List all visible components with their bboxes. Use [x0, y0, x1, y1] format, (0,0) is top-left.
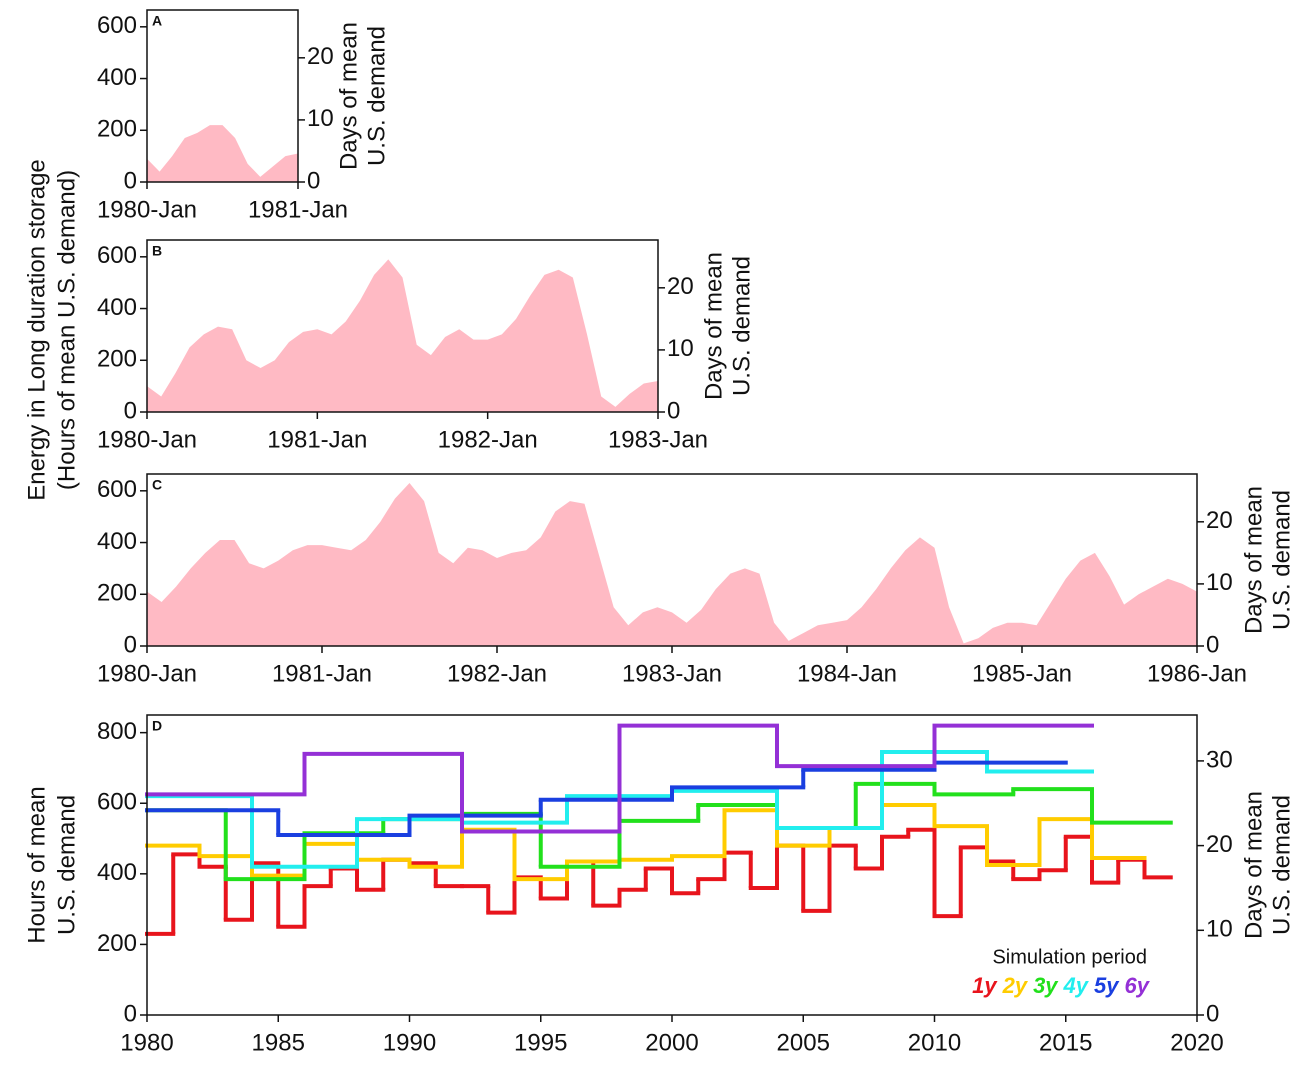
panel: Simulation period6y5y4y3y2y1yD0200400600…: [23, 714, 1295, 1056]
panel-label: B: [152, 243, 162, 259]
x-tick-label: 1986-Jan: [1147, 660, 1247, 687]
plot-frame: [146, 9, 299, 183]
x-tick-label: 1995: [514, 1029, 567, 1056]
y2-axis-label: U.S. demand: [1268, 490, 1295, 630]
x-tick-label: 1980-Jan: [97, 660, 197, 687]
y2-tick-label: 0: [667, 397, 680, 424]
y2-tick-label: 10: [307, 105, 334, 132]
y-tick-label: 0: [124, 631, 137, 658]
legend-entry: 2y: [1002, 973, 1029, 998]
y-tick-label: 0: [124, 1000, 137, 1027]
y2-axis-label: U.S. demand: [1268, 795, 1295, 935]
area: [147, 259, 658, 412]
x-tick-label: 2015: [1039, 1029, 1092, 1056]
y2-axis-label: U.S. demand: [728, 256, 755, 396]
y2-tick-label: 0: [307, 167, 320, 194]
y-tick-label: 200: [97, 930, 137, 957]
y2-axis-label: Days of mean: [1240, 486, 1267, 634]
x-tick-label: 1985: [252, 1029, 305, 1056]
x-tick-label: 2000: [645, 1029, 698, 1056]
y-tick-label: 400: [97, 64, 137, 91]
y2-tick-label: 0: [1206, 1000, 1219, 1027]
x-tick-label: 1981-Jan: [267, 426, 367, 453]
y2-axis-label: Days of mean: [700, 252, 727, 400]
y2-axis-label: Days of mean: [1240, 791, 1267, 939]
x-tick-label: 1980-Jan: [97, 196, 197, 223]
x-tick-label: 2010: [908, 1029, 961, 1056]
y-tick-label: 0: [124, 167, 137, 194]
y-tick-label: 0: [124, 397, 137, 424]
panel: C 0 200 400 600 0 10 20 1980-Jan 1981-Jan 1982-Jan…: [97, 473, 1295, 687]
y-tick-label: 200: [97, 116, 137, 143]
panel-label: C: [152, 477, 162, 493]
y-tick-label: 200: [97, 346, 137, 373]
x-tick-label: 1985-Jan: [972, 660, 1072, 687]
y-tick-label: 800: [97, 718, 137, 745]
y-axis-label: (Hours of mean U.S. demand): [53, 170, 80, 490]
x-tick-label: 1983-Jan: [608, 426, 708, 453]
y-tick-label: 600: [97, 12, 137, 39]
y2-tick-label: 20: [1206, 507, 1233, 534]
x-tick-label: 1982-Jan: [438, 426, 538, 453]
legend-title: Simulation period: [992, 946, 1147, 968]
panel-label: D: [152, 718, 162, 734]
x-tick-label: 1981-Jan: [272, 660, 372, 687]
y2-tick-label: 20: [307, 43, 334, 70]
legend-entry: 4y: [1063, 973, 1090, 998]
y-axis-label: U.S. demand: [53, 795, 80, 935]
area: [147, 483, 1197, 646]
y-tick-label: 600: [97, 242, 137, 269]
x-tick-label: 1980-Jan: [97, 426, 197, 453]
x-tick-label: 1984-Jan: [797, 660, 897, 687]
y-tick-label: 600: [97, 789, 137, 816]
y2-tick-label: 0: [1206, 631, 1219, 658]
y-tick-label: 400: [97, 859, 137, 886]
panel: A 0 200 400 600 0 10 20 1980-Jan 1981-Jan Days of …: [97, 9, 390, 223]
y2-tick-label: 20: [1206, 831, 1233, 858]
legend-entry: 3y: [1033, 973, 1059, 998]
y-tick-label: 200: [97, 580, 137, 607]
x-tick-label: 1980: [120, 1029, 173, 1056]
panel-label: A: [152, 13, 162, 29]
y2-tick-label: 30: [1206, 746, 1233, 773]
y2-tick-label: 20: [667, 273, 694, 300]
x-tick-label: 1982-Jan: [447, 660, 547, 687]
y-tick-label: 400: [97, 528, 137, 555]
y-tick-label: 400: [97, 294, 137, 321]
y-axis-label: Energy in Long duration storage: [23, 159, 50, 501]
x-tick-label: 1983-Jan: [622, 660, 722, 687]
y2-axis-label: U.S. demand: [363, 26, 390, 166]
y2-tick-label: 10: [1206, 569, 1233, 596]
legend-entry: 6y: [1125, 973, 1151, 998]
plot-frame: [146, 239, 659, 413]
x-tick-label: 2005: [777, 1029, 830, 1056]
legend-entry: 5y: [1094, 973, 1120, 998]
x-tick-label: 1990: [383, 1029, 436, 1056]
y2-axis-label: Days of mean: [335, 22, 362, 170]
y2-tick-label: 10: [1206, 916, 1233, 943]
y-tick-label: 600: [97, 476, 137, 503]
x-tick-label: 2020: [1170, 1029, 1223, 1056]
area: [147, 125, 298, 182]
panel: B 0 200 400 600 0 10 20 1980-Jan 1981-Jan 1982-Jan…: [97, 239, 755, 453]
y2-tick-label: 10: [667, 335, 694, 362]
legend-entry: 1y: [972, 973, 998, 998]
y-axis-label: Hours of mean: [23, 786, 50, 943]
x-tick-label: 1981-Jan: [248, 196, 348, 223]
